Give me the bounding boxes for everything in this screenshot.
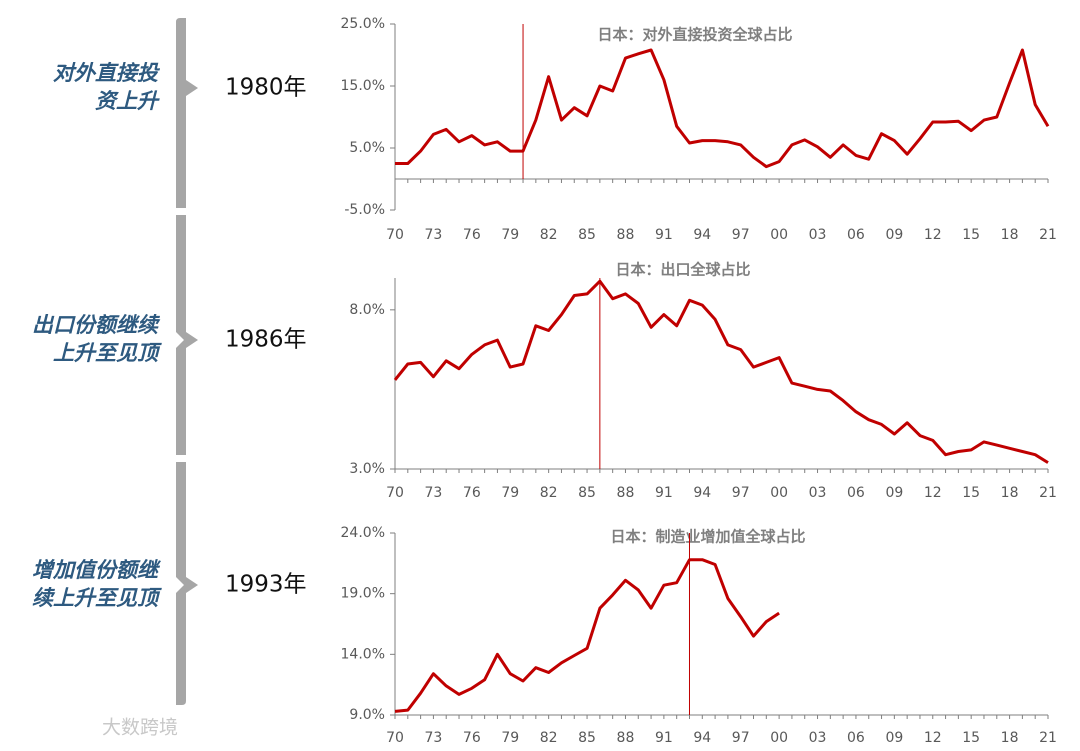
chart-title: 日本：出口全球占比 bbox=[615, 261, 750, 279]
row-year: 1993年 bbox=[225, 572, 307, 598]
x-tick-label: 18 bbox=[1001, 227, 1019, 243]
x-tick-label: 91 bbox=[655, 730, 673, 746]
x-tick-label: 91 bbox=[655, 485, 673, 501]
row-heading: 资上升 bbox=[95, 89, 160, 113]
row-heading: 上升至见顶 bbox=[53, 341, 162, 365]
x-tick-label: 12 bbox=[924, 227, 942, 243]
x-tick-label: 03 bbox=[809, 485, 827, 501]
x-tick-label: 21 bbox=[1039, 730, 1057, 746]
chart: 日本：出口全球占比 3.0% 8.0% 70 73 76 79 82 85 88 91 94 97 00 0… bbox=[349, 261, 1056, 502]
chart: 日本：制造业增加值全球占比 9.0% 14.0% 19.0% 24.0% 70 73 76 79… bbox=[341, 525, 1057, 746]
x-tick-label: 79 bbox=[501, 227, 519, 243]
row-heading: 续上升至见顶 bbox=[32, 586, 162, 610]
x-tick-label: 88 bbox=[617, 485, 635, 501]
y-tick-label: -5.0% bbox=[344, 202, 385, 218]
timeline bbox=[176, 18, 198, 705]
x-tick-label: 73 bbox=[424, 485, 442, 501]
y-tick-label: 14.0% bbox=[341, 646, 385, 662]
row-year: 1986年 bbox=[225, 327, 307, 353]
x-tick-label: 06 bbox=[847, 730, 865, 746]
x-tick-label: 82 bbox=[540, 730, 558, 746]
row-heading: 对外直接投 bbox=[53, 61, 160, 85]
x-tick-label: 00 bbox=[770, 485, 788, 501]
x-tick-label: 70 bbox=[386, 485, 404, 501]
x-tick-label: 18 bbox=[1001, 730, 1019, 746]
x-tick-label: 85 bbox=[578, 485, 596, 501]
x-tick-label: 15 bbox=[962, 485, 980, 501]
row-heading: 出口份额继续 bbox=[32, 313, 161, 337]
x-tick-label: 73 bbox=[424, 730, 442, 746]
timeline-segment bbox=[176, 462, 198, 705]
x-tick-label: 09 bbox=[885, 730, 903, 746]
x-tick-label: 06 bbox=[847, 227, 865, 243]
y-tick-label: 9.0% bbox=[349, 707, 385, 723]
x-tick-label: 03 bbox=[809, 227, 827, 243]
y-tick-label: 8.0% bbox=[349, 302, 385, 318]
chart-title: 日本：对外直接投资全球占比 bbox=[597, 26, 792, 44]
x-tick-label: 88 bbox=[617, 730, 635, 746]
x-tick-label: 94 bbox=[693, 227, 711, 243]
row-heading: 增加值份额继 bbox=[32, 558, 162, 582]
x-tick-label: 12 bbox=[924, 485, 942, 501]
watermark: 大数跨境 bbox=[102, 717, 178, 739]
x-tick-label: 15 bbox=[962, 730, 980, 746]
x-tick-label: 97 bbox=[732, 227, 750, 243]
x-tick-label: 03 bbox=[809, 730, 827, 746]
x-tick-label: 21 bbox=[1039, 485, 1057, 501]
x-tick-label: 97 bbox=[732, 485, 750, 501]
x-tick-label: 79 bbox=[501, 485, 519, 501]
x-tick-label: 79 bbox=[501, 730, 519, 746]
x-tick-label: 94 bbox=[693, 730, 711, 746]
x-tick-label: 73 bbox=[424, 227, 442, 243]
data-line bbox=[395, 48, 1050, 169]
x-tick-label: 21 bbox=[1039, 227, 1057, 243]
x-tick-label: 09 bbox=[885, 485, 903, 501]
y-tick-label: 5.0% bbox=[349, 140, 385, 156]
timeline-segment bbox=[176, 18, 198, 208]
x-tick-label: 70 bbox=[386, 730, 404, 746]
x-tick-label: 91 bbox=[655, 227, 673, 243]
y-tick-label: 19.0% bbox=[341, 586, 385, 602]
data-line bbox=[394, 558, 780, 713]
data-line bbox=[393, 279, 1049, 464]
row-year: 1980年 bbox=[225, 75, 307, 101]
x-tick-label: 88 bbox=[617, 227, 635, 243]
x-tick-label: 82 bbox=[540, 227, 558, 243]
x-tick-label: 76 bbox=[463, 227, 481, 243]
x-tick-label: 94 bbox=[693, 485, 711, 501]
x-tick-label: 70 bbox=[386, 227, 404, 243]
x-tick-label: 00 bbox=[770, 227, 788, 243]
x-tick-label: 15 bbox=[962, 227, 980, 243]
x-tick-label: 18 bbox=[1001, 485, 1019, 501]
x-tick-label: 06 bbox=[847, 485, 865, 501]
x-tick-label: 00 bbox=[770, 730, 788, 746]
x-tick-label: 82 bbox=[540, 485, 558, 501]
x-tick-label: 85 bbox=[578, 730, 596, 746]
chart: 日本：对外直接投资全球占比 -5.0% 5.0% 15.0% 25.0% 70 73 76 79… bbox=[341, 16, 1057, 243]
x-tick-label: 97 bbox=[732, 730, 750, 746]
timeline-segment bbox=[176, 215, 198, 455]
x-tick-label: 76 bbox=[463, 730, 481, 746]
x-tick-label: 85 bbox=[578, 227, 596, 243]
y-tick-label: 25.0% bbox=[341, 16, 385, 32]
x-tick-label: 09 bbox=[885, 227, 903, 243]
chart-title: 日本：制造业增加值全球占比 bbox=[610, 528, 805, 546]
x-tick-label: 12 bbox=[924, 730, 942, 746]
y-tick-label: 3.0% bbox=[349, 461, 385, 477]
x-tick-label: 76 bbox=[463, 485, 481, 501]
y-tick-label: 24.0% bbox=[341, 525, 385, 541]
y-tick-label: 15.0% bbox=[341, 78, 385, 94]
